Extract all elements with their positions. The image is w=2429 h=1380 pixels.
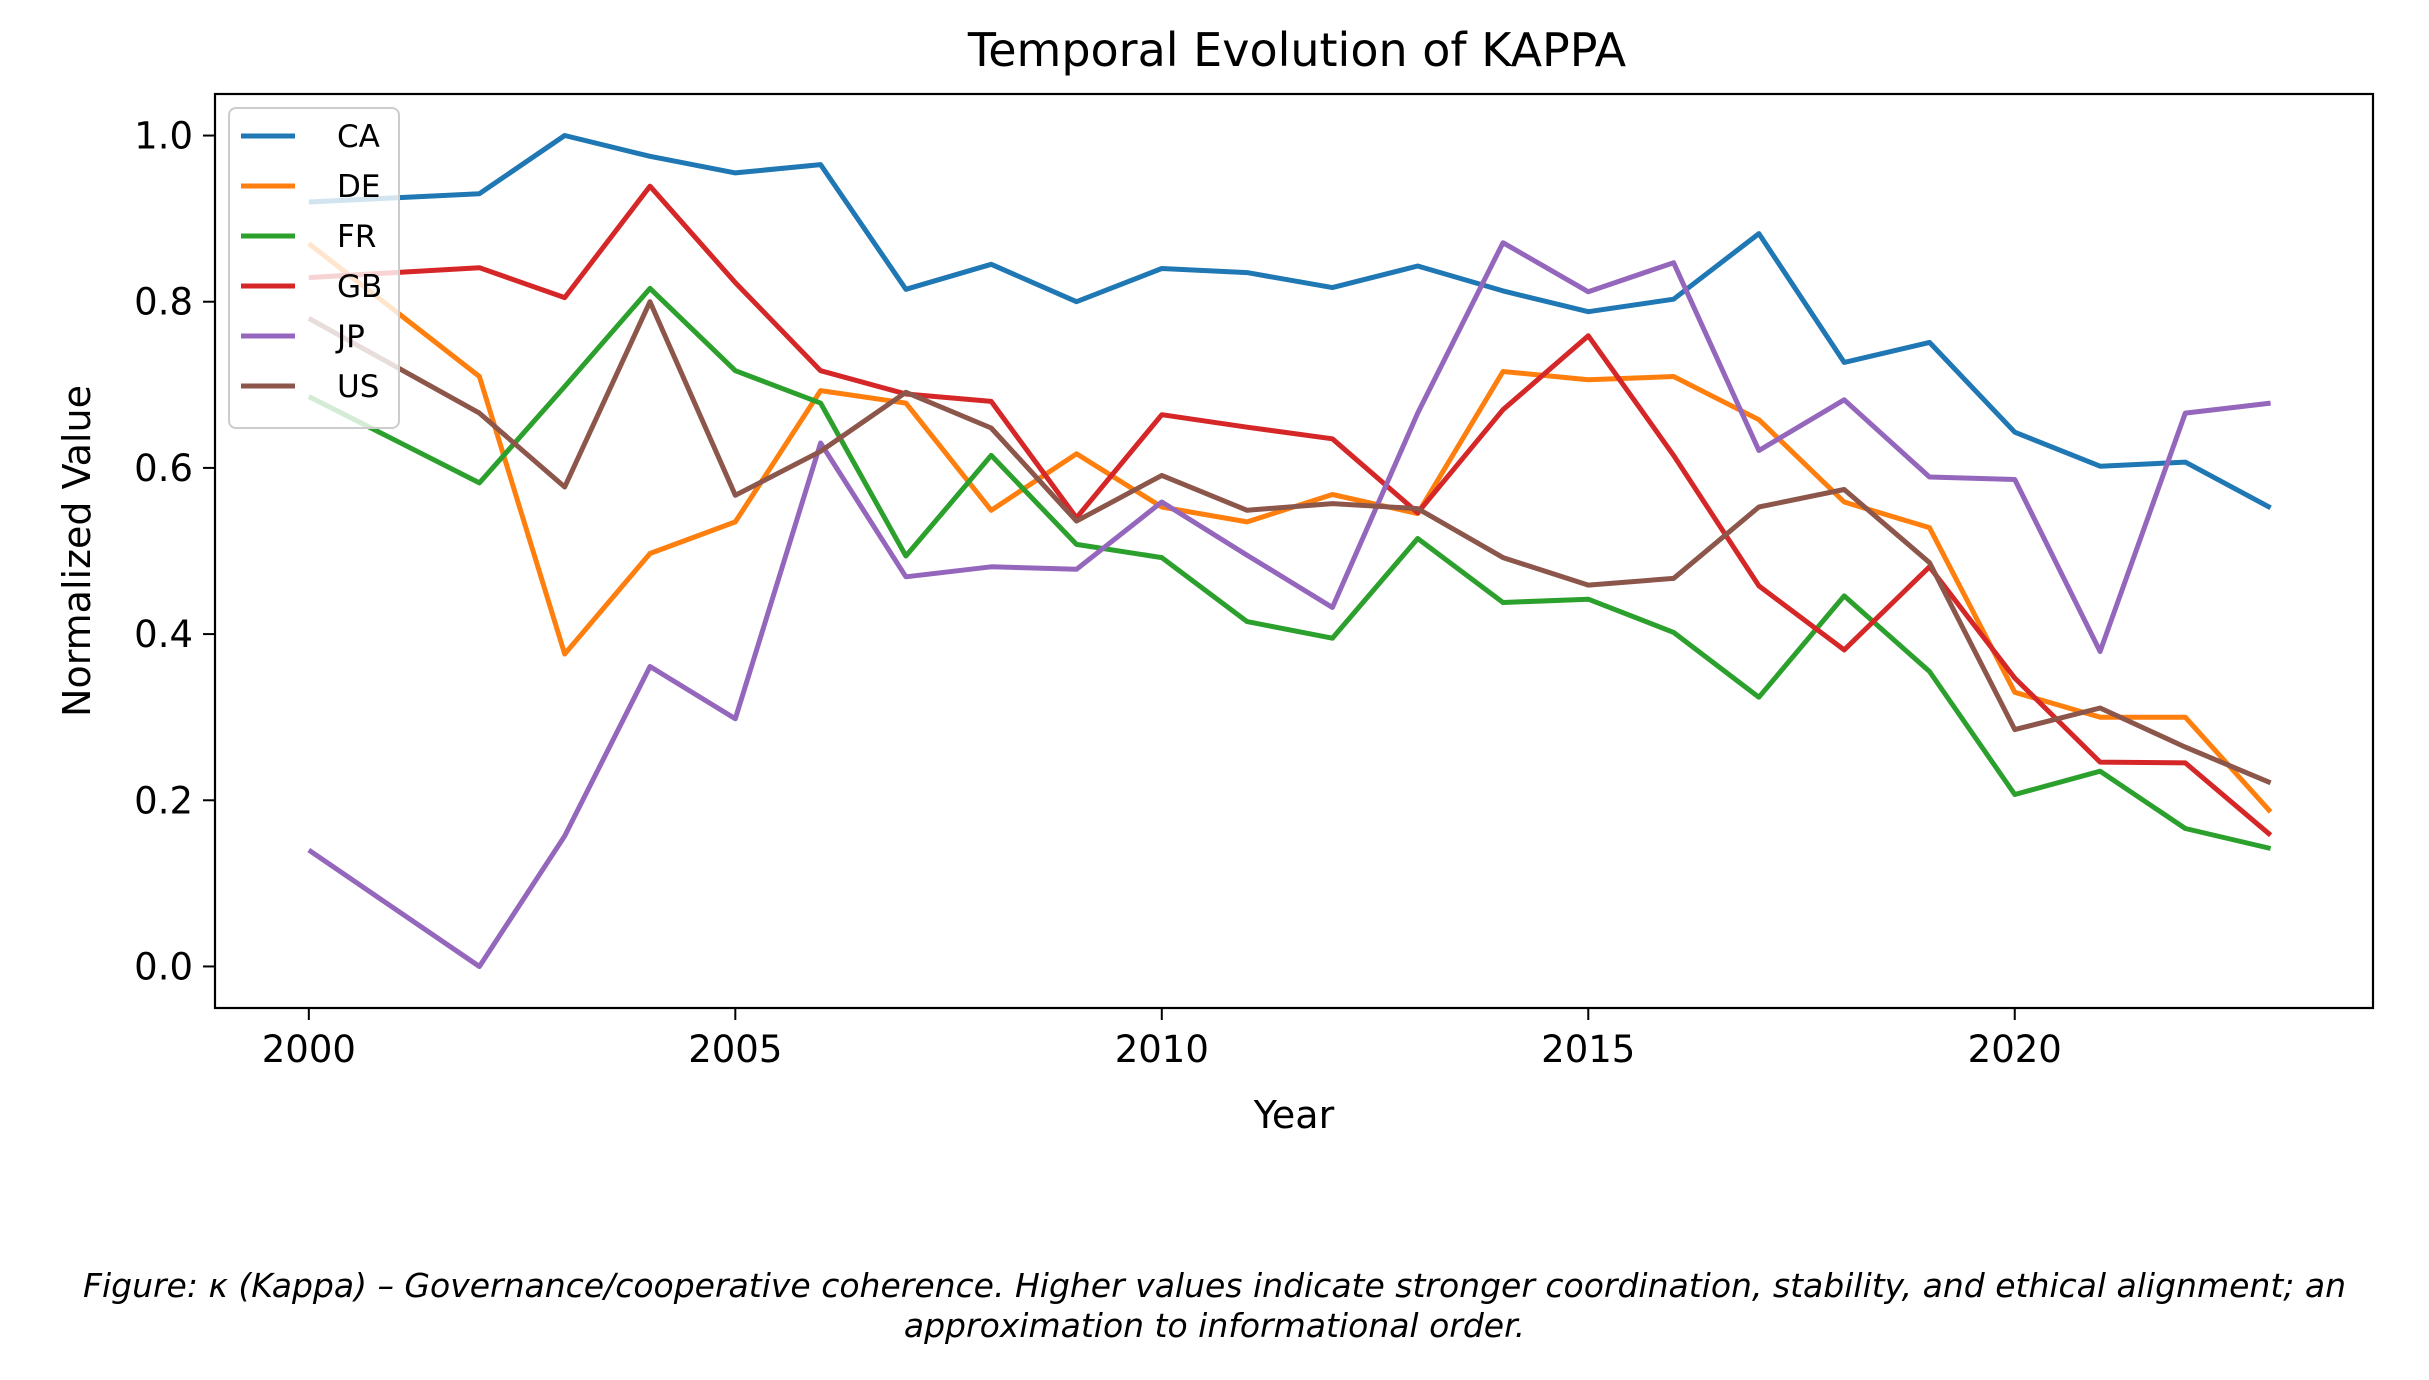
x-tick-label: 2005: [688, 1028, 782, 1071]
plot-frame: [213, 92, 2375, 1010]
series-line-us: [307, 299, 2272, 786]
y-tick-label: 0.6: [134, 447, 193, 490]
x-axis-label: Year: [1253, 1093, 1335, 1137]
x-tick-label: 2015: [1541, 1028, 1635, 1071]
chart-title: Temporal Evolution of KAPPA: [967, 23, 1627, 77]
legend-label-ca: CA: [337, 119, 380, 155]
y-tick-label: 0.2: [134, 779, 193, 822]
x-tick-label: 2020: [1968, 1028, 2062, 1071]
series-layer: [307, 133, 2273, 969]
caption-line-2: approximation to informational order.: [903, 1306, 1526, 1345]
x-tick-label: 2010: [1115, 1028, 1209, 1071]
x-axis: 2000 2005 2010 2015 2020: [262, 1008, 2062, 1071]
series-line-de: [307, 241, 2273, 814]
figure-caption: Figure: κ (Kappa) – Governance/cooperati…: [0, 1266, 2429, 1346]
series-line-jp: [307, 240, 2271, 969]
x-tick-label: 2000: [262, 1028, 356, 1071]
legend-label-jp: JP: [335, 319, 365, 355]
y-axis: 0.0 0.2 0.4 0.6 0.8 1.0: [134, 115, 215, 988]
y-tick-label: 0.0: [134, 945, 193, 988]
legend-label-fr: FR: [337, 219, 376, 255]
y-axis-label: Normalized Value: [55, 385, 99, 717]
legend-label-us: US: [337, 369, 379, 405]
legend: CA DE FR GB JP US: [228, 107, 400, 429]
y-tick-label: 0.8: [134, 281, 193, 324]
legend-label-gb: GB: [337, 269, 382, 305]
series-line-ca: [308, 133, 2272, 511]
caption-line-1: Figure: κ (Kappa) – Governance/cooperati…: [82, 1266, 2347, 1305]
y-tick-label: 0.4: [134, 613, 193, 656]
series-line-fr: [307, 285, 2272, 851]
legend-label-de: DE: [337, 169, 380, 205]
y-tick-label: 1.0: [134, 115, 193, 158]
